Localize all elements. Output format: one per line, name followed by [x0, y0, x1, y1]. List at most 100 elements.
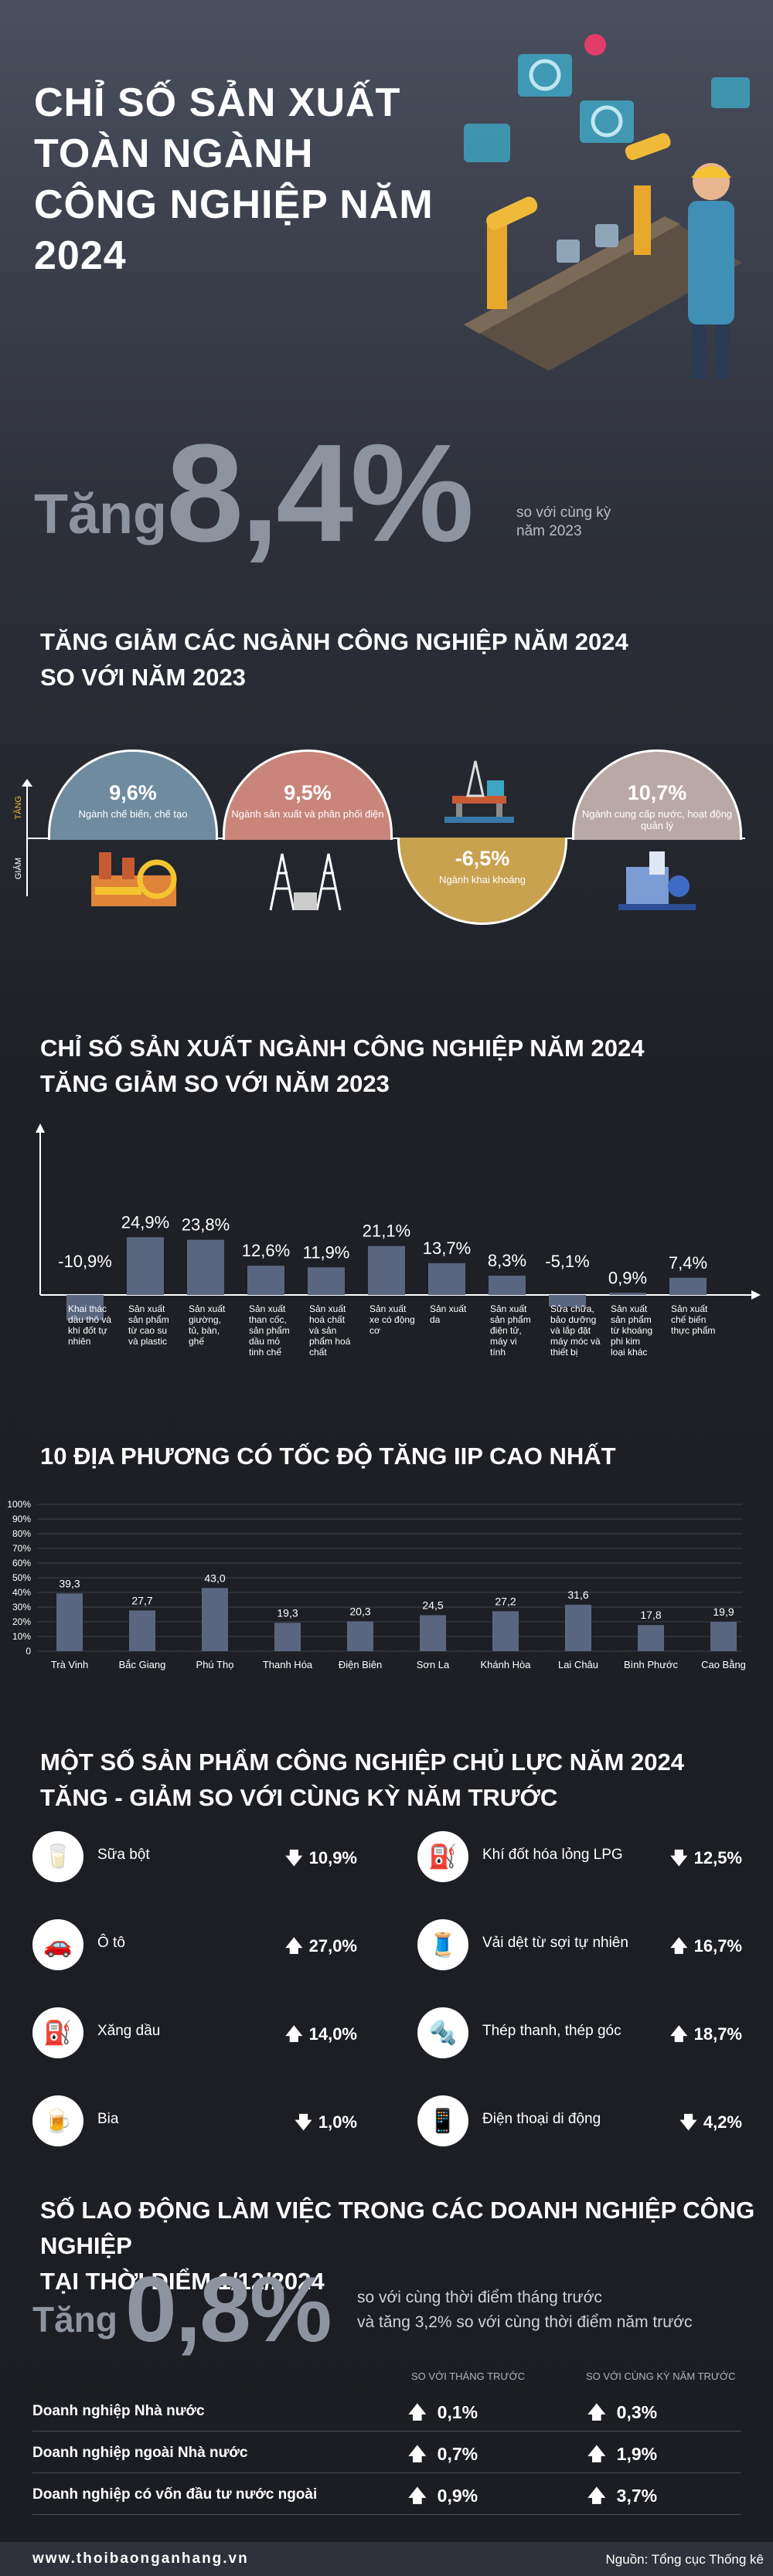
product-change: 🡅 27,0%: [241, 1933, 357, 1963]
footer-site: www.thoibaonganhang.vn: [32, 2551, 249, 2567]
arrow-down-icon: 🡇: [295, 2112, 312, 2132]
y-tick-label: 40%: [12, 1587, 31, 1598]
category-label: Sản xuất sản phẩm từ cao su và plastic: [128, 1303, 169, 1347]
lpg-tank-icon: ⛽: [417, 1831, 468, 1882]
bar: [489, 1276, 526, 1295]
bar: [129, 1610, 155, 1651]
product-name: Khí đốt hóa lỏng LPG: [482, 1847, 623, 1863]
column-header-year: SO VỚI CÙNG KỲ NĂM TRƯỚC: [586, 2370, 736, 2382]
industry-value: 10,7%: [627, 781, 687, 804]
y-tick-label: 80%: [12, 1528, 31, 1539]
product-change: 🡅 18,7%: [626, 2021, 742, 2051]
y-tick-label: 20%: [12, 1616, 31, 1627]
bar: [66, 1295, 104, 1320]
employment-value: 0,8%: [125, 2258, 332, 2361]
bar-value-label: -5,1%: [545, 1252, 589, 1271]
headline-prefix: Tăng: [34, 484, 167, 545]
section2-title-line1: CHỈ SỐ SẢN XUẤT NGÀNH CÔNG NGHIỆP NĂM 20…: [40, 1035, 645, 1062]
product-name: Sữa bột: [97, 1847, 150, 1863]
footer-source: Nguồn: Tổng cục Thống kê: [605, 2552, 764, 2567]
bar-value-label: -10,9%: [58, 1252, 112, 1271]
bar: [187, 1239, 224, 1295]
industry-label: Ngành chế biến, chế tạo: [78, 808, 188, 820]
bar-value-label: 19,3: [277, 1606, 298, 1619]
category-label: Sản xuất hoá chất và sản phẩm hoá chất: [309, 1303, 351, 1358]
x-axis-arrow-icon: [751, 1290, 761, 1300]
bar-value-label: 27,2: [495, 1595, 516, 1607]
milk-powder-icon: 🥛: [32, 1831, 83, 1882]
bar: [492, 1611, 519, 1651]
section4-title-line2: TĂNG - GIẢM SO VỚI CÙNG KỲ NĂM TRƯỚC: [40, 1784, 558, 1811]
industry-value: 9,6%: [109, 781, 157, 804]
y-axis-arrow-icon: [36, 1123, 45, 1133]
section2-title: CHỈ SỐ SẢN XUẤT NGÀNH CÔNG NGHIỆP NĂM 20…: [40, 1031, 644, 1102]
bar: [274, 1623, 301, 1651]
y-tick-label: 90%: [12, 1514, 31, 1524]
row-divider: [32, 2472, 741, 2473]
footer: www.thoibaonganhang.vn Nguồn: Tổng cục T…: [0, 2542, 773, 2576]
category-label: Trà Vinh: [51, 1659, 88, 1670]
arrow-up-icon: 🡅: [587, 2402, 606, 2422]
section4-title: MỘT SỐ SẢN PHẨM CÔNG NGHIỆP CHỦ LỰC NĂM …: [40, 1745, 684, 1816]
arrow-up-icon: 🡅: [408, 2486, 427, 2506]
bar: [347, 1621, 373, 1651]
section1-title-line2: SO VỚI NĂM 2023: [40, 664, 246, 691]
bar-value-label: 17,8: [640, 1609, 661, 1621]
bar: [565, 1604, 591, 1651]
arrow-down-icon: 🡇: [679, 2112, 697, 2132]
arrow-up-icon: 🡅: [669, 1936, 688, 1956]
bar-value-label: 8,3%: [488, 1251, 526, 1270]
y-tick-label: 70%: [12, 1543, 31, 1554]
y-tick-label: 50%: [12, 1572, 31, 1583]
bar: [368, 1246, 405, 1295]
category-label: Khai thác dầu thô và khí đốt tự nhiên: [68, 1303, 111, 1347]
bar: [710, 1622, 737, 1651]
headline-value: 8,4%: [166, 416, 474, 571]
bar-value-label: 0,9%: [608, 1268, 647, 1287]
product-name: Thép thanh, thép góc: [482, 2023, 621, 2039]
factory-icon: [91, 852, 177, 906]
industry-label: Ngành sản xuất và phân phối điện: [231, 808, 384, 820]
category-label: Bình Phước: [624, 1659, 678, 1670]
arrow-up-icon: 🡅: [284, 1936, 303, 1956]
category-label: Sản xuất giường, tủ, bàn, ghế: [189, 1303, 226, 1347]
arrow-up-icon: 🡅: [408, 2402, 427, 2422]
bar-value-label: 7,4%: [669, 1253, 707, 1273]
bar-value-label: 27,7: [131, 1594, 152, 1606]
bar-value-label: 12,6%: [242, 1241, 290, 1260]
category-label: Sửa chữa, bảo dưỡng và lắp đặt máy móc và th…: [550, 1303, 601, 1358]
product-name: Ô tô: [97, 1935, 125, 1951]
product-change: 🡇 10,9%: [241, 1845, 357, 1874]
employment-month-change: 🡅 0,1%: [408, 2400, 478, 2430]
bar: [247, 1266, 284, 1295]
industry-change-chart: -10,9% Khai thác dầu thô và khí đốt tự nhiên…: [36, 1123, 761, 1358]
arrow-down-icon: 🡇: [669, 1848, 688, 1867]
y-tick-label: 100%: [7, 1499, 31, 1510]
beer-icon: 🍺: [32, 2095, 83, 2146]
employment-note-2: và tăng 3,2% so với cùng thời điểm năm t…: [357, 2313, 693, 2331]
bar-value-label: 11,9%: [303, 1242, 350, 1262]
product-name: Điện thoại di động: [482, 2111, 601, 2127]
employment-year-change: 🡅 0,3%: [587, 2400, 657, 2430]
category-label: Sản xuất da: [430, 1303, 467, 1325]
water-plant-icon: [618, 851, 696, 910]
mobile-phone-icon: 📱: [417, 2095, 468, 2146]
fabric-icon: 🧵: [417, 1919, 468, 1970]
row-divider: [32, 2514, 741, 2515]
employment-row-label: Doanh nghiệp Nhà nước: [32, 2403, 205, 2419]
arrow-up-icon: 🡅: [408, 2444, 427, 2464]
section1-title-line1: TĂNG GIẢM CÁC NGÀNH CÔNG NGHIỆP NĂM 2024: [40, 628, 628, 655]
employment-row-label: Doanh nghiệp ngoài Nhà nước: [32, 2445, 248, 2461]
y-tick-label: 60%: [12, 1558, 31, 1568]
category-label: Điện Biên: [339, 1659, 382, 1670]
page-title: CHỈ SỐ SẢN XUẤT TOÀN NGÀNH CÔNG NGHIỆP N…: [34, 80, 434, 278]
product-change: 🡇 4,2%: [626, 2109, 742, 2139]
employment-row-label: Doanh nghiệp có vốn đầu tư nước ngoài: [32, 2486, 318, 2503]
steel-bar-icon: 🔩: [417, 2007, 468, 2058]
category-label: Sơn La: [417, 1659, 450, 1670]
y-tick-label: 10%: [12, 1631, 31, 1642]
section5-title-line1: SỐ LAO ĐỘNG LÀM VIỆC TRONG CÁC DOANH NGH…: [40, 2197, 755, 2259]
row-divider: [32, 2431, 741, 2432]
bar: [609, 1293, 646, 1295]
category-label: Thanh Hóa: [263, 1659, 313, 1670]
